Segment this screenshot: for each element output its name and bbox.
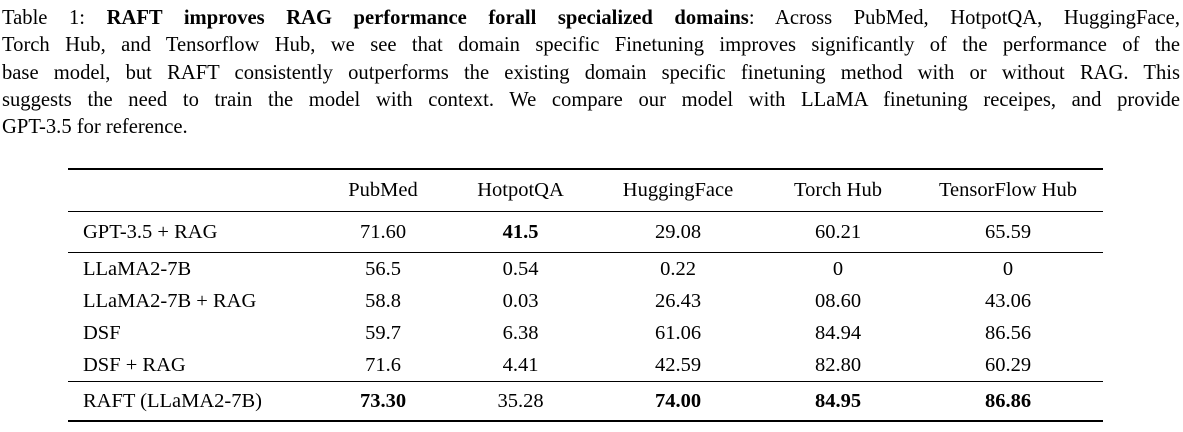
- cell-pubmed: 58.8: [365, 289, 401, 312]
- cell-tensorflow-hub: 86.86: [913, 381, 1103, 422]
- row-label: LLaMA2-7B + RAG: [83, 289, 257, 312]
- header-cell-pubmed: PubMed: [318, 169, 448, 213]
- header-cell-torch-hub: Torch Hub: [763, 169, 913, 213]
- header-cell-huggingface: HuggingFace: [593, 169, 763, 213]
- table-row: LLaMA2-7B + RAG 58.8 0.03 26.43 08.60 43.06: [68, 285, 1103, 317]
- header-cell-hotpotqa: HotpotQA: [448, 169, 593, 213]
- caption-bold-title: RAFT improves RAG performance forall spe…: [106, 7, 749, 29]
- caption-line-4: suggests the need to train the model wit…: [2, 88, 1180, 111]
- header-cell-empty: [68, 169, 318, 213]
- table-row: GPT-3.5 + RAG 71.60 41.5 29.08 60.21 65.59: [68, 212, 1103, 253]
- cell-huggingface: 0.22: [593, 252, 763, 286]
- cell-torch-hub: 84.95: [763, 381, 913, 422]
- cell-tensorflow-hub: 60.29: [984, 353, 1032, 376]
- results-table: PubMed HotpotQA HuggingFace Torch Hub Tensor…: [68, 168, 1103, 423]
- caption-line-1-rest: : Across PubMed, HotpotQA, HuggingFace,: [748, 7, 1180, 29]
- table-row: DSF 59.7 6.38 61.06 84.94 86.56: [68, 317, 1103, 349]
- caption-line-2: Torch Hub, and Tensorflow Hub, we see th…: [2, 34, 1180, 57]
- cell-hotpotqa: 4.41: [502, 353, 539, 376]
- cell-hotpotqa: 35.28: [448, 381, 593, 422]
- cell-huggingface: 26.43: [654, 289, 702, 312]
- cell-hotpotqa: 0.54: [448, 252, 593, 286]
- table-row: DSF + RAG 71.6 4.41 42.59 82.80 60.29: [68, 349, 1103, 382]
- cell-tensorflow-hub: 0: [913, 252, 1103, 286]
- cell-pubmed: 71.60: [359, 220, 407, 243]
- cell-pubmed: 73.30: [318, 381, 448, 422]
- header-cell-tensorflow-hub: TensorFlow Hub: [913, 169, 1103, 213]
- cell-huggingface: 74.00: [593, 381, 763, 422]
- caption-line-5: GPT-3.5 for reference.: [2, 116, 188, 139]
- row-label: RAFT (LLaMA2-7B): [68, 381, 318, 422]
- cell-tensorflow-hub: 86.56: [984, 321, 1032, 344]
- cell-huggingface: 42.59: [654, 353, 702, 376]
- cell-pubmed: 59.7: [365, 321, 401, 344]
- cell-pubmed: 71.6: [365, 353, 401, 376]
- header-row: PubMed HotpotQA HuggingFace Torch Hub Tensor…: [68, 169, 1103, 213]
- cell-tensorflow-hub: 43.06: [984, 289, 1032, 312]
- table-body: GPT-3.5 + RAG 71.60 41.5 29.08 60.21 65.59 LLa…: [68, 212, 1103, 422]
- cell-torch-hub: 08.60: [814, 289, 862, 312]
- row-label: LLaMA2-7B: [68, 252, 318, 286]
- table-caption: Table 1: RAFT improves RAG performance f…: [0, 0, 1183, 141]
- cell-pubmed: 56.5: [318, 252, 448, 286]
- cell-hotpotqa: 41.5: [502, 220, 539, 243]
- row-label: DSF + RAG: [83, 353, 186, 376]
- table-row: LLaMA2-7B 56.5 0.54 0.22 0 0: [68, 252, 1103, 286]
- cell-torch-hub: 60.21: [814, 220, 862, 243]
- cell-torch-hub: 0: [763, 252, 913, 286]
- caption-line-3: base model, but RAFT consistently outper…: [2, 61, 1180, 84]
- table-header: PubMed HotpotQA HuggingFace Torch Hub Tensor…: [68, 169, 1103, 213]
- cell-hotpotqa: 6.38: [502, 321, 539, 344]
- cell-tensorflow-hub: 65.59: [984, 220, 1032, 243]
- cell-hotpotqa: 0.03: [502, 289, 539, 312]
- cell-huggingface: 61.06: [654, 321, 702, 344]
- cell-torch-hub: 82.80: [814, 353, 862, 376]
- caption-table-number: Table 1:: [2, 7, 107, 29]
- table-row: RAFT (LLaMA2-7B) 73.30 35.28 74.00 84.95 86.8…: [68, 381, 1103, 422]
- row-label: DSF: [83, 321, 121, 344]
- caption-line-1: Table 1: RAFT improves RAG performance f…: [2, 5, 1180, 32]
- row-label: GPT-3.5 + RAG: [83, 220, 218, 243]
- cell-torch-hub: 84.94: [814, 321, 862, 344]
- cell-huggingface: 29.08: [654, 220, 702, 243]
